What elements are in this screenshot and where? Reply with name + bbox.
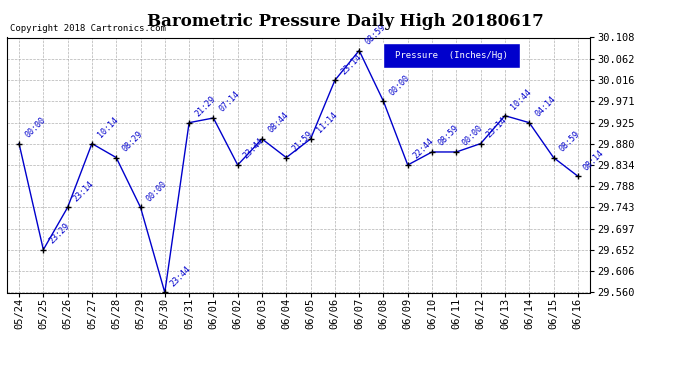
Text: 00:00: 00:00 (145, 179, 169, 203)
Text: 00:00: 00:00 (460, 124, 484, 148)
Text: 23:44: 23:44 (242, 137, 266, 161)
Text: 11:14: 11:14 (315, 111, 339, 135)
Text: 00:00: 00:00 (23, 116, 47, 140)
Text: 08:14: 08:14 (582, 148, 606, 172)
Text: 10:14: 10:14 (96, 116, 120, 140)
Text: 08:59: 08:59 (558, 129, 582, 153)
Text: 07:14: 07:14 (217, 90, 241, 114)
Text: 23:29: 23:29 (48, 222, 72, 246)
Text: 23:14: 23:14 (72, 179, 96, 203)
Text: 08:44: 08:44 (266, 111, 290, 135)
Text: 22:44: 22:44 (412, 137, 436, 161)
Text: Copyright 2018 Cartronics.com: Copyright 2018 Cartronics.com (10, 24, 166, 33)
Text: 08:59: 08:59 (364, 22, 387, 46)
Text: 00:00: 00:00 (388, 73, 412, 97)
Text: 10:44: 10:44 (509, 87, 533, 111)
Text: 23:44: 23:44 (169, 264, 193, 288)
Text: 21:59: 21:59 (290, 129, 315, 153)
Text: 08:29: 08:29 (120, 129, 144, 153)
Text: 08:59: 08:59 (436, 124, 460, 148)
Text: 21:29: 21:29 (193, 94, 217, 118)
Text: 04:14: 04:14 (533, 94, 558, 118)
Text: 23:14: 23:14 (339, 52, 363, 76)
Text: 23:14: 23:14 (485, 116, 509, 140)
Text: Barometric Pressure Daily High 20180617: Barometric Pressure Daily High 20180617 (146, 13, 544, 30)
